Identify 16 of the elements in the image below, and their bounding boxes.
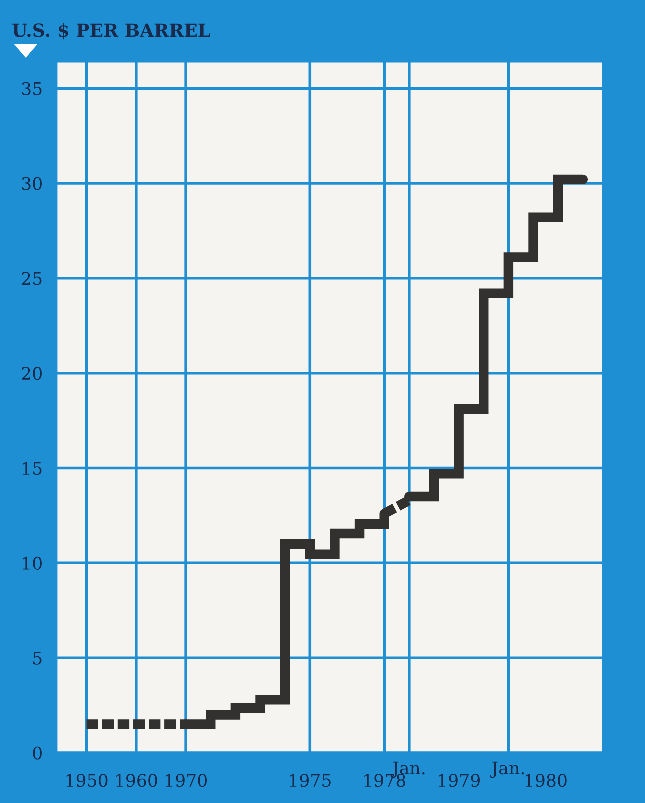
x-tick-label: Jan. xyxy=(490,762,524,778)
text: 1980 xyxy=(526,774,567,788)
x-tick-label: 1975 xyxy=(290,774,331,788)
y-tick-label: 0 xyxy=(33,746,42,760)
y-tick-label: 5 xyxy=(34,652,42,665)
y-tick-label: 20 xyxy=(22,367,42,380)
y-tick-label: 35 xyxy=(22,82,42,96)
y-tick-label: 10 xyxy=(23,556,42,570)
text: 1979 xyxy=(439,774,480,788)
x-tick-label: 1960 xyxy=(116,774,158,788)
y-tick-label: 15 xyxy=(23,462,42,476)
x-tick-label: 1970 xyxy=(166,774,207,788)
y-tick-label: 25 xyxy=(22,272,42,286)
x-tick-label: 1950 xyxy=(66,774,108,788)
chart-title: U.S. $ PER BARREL xyxy=(12,23,210,40)
y-tick-label: 30 xyxy=(22,177,42,190)
